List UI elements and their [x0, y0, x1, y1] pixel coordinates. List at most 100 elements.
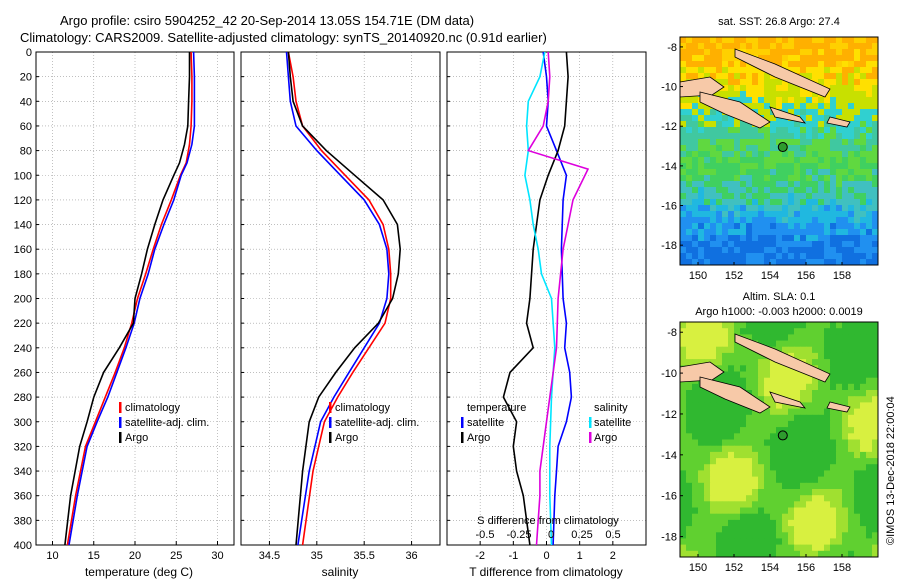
heatmap-cell: [872, 67, 879, 74]
heatmap-cell: [764, 43, 771, 50]
heatmap-cell: [710, 464, 717, 471]
heatmap-cell: [770, 544, 777, 552]
heatmap-cell: [680, 408, 687, 416]
heatmap-cell: [746, 550, 753, 558]
heatmap-cell: [752, 334, 759, 341]
heatmap-cell: [776, 49, 783, 56]
heatmap-cell: [686, 67, 693, 74]
heatmap-cell: [806, 121, 813, 128]
heatmap-cell: [848, 464, 855, 471]
heatmap-cell: [716, 205, 723, 212]
heatmap-cell: [812, 396, 819, 403]
heatmap-cell: [734, 470, 741, 477]
heatmap-cell: [758, 145, 765, 152]
heatmap-cell: [698, 346, 705, 354]
heatmap-cell: [860, 340, 867, 348]
heatmap-cell: [812, 420, 819, 428]
heatmap-cell: [752, 507, 759, 515]
heatmap-cell: [734, 476, 741, 484]
heatmap-cell: [746, 414, 753, 422]
heatmap-cell: [818, 383, 825, 391]
heatmap-cell: [824, 402, 831, 409]
heatmap-cell: [746, 359, 753, 366]
heatmap-cell: [728, 49, 735, 56]
heatmap-cell: [776, 495, 783, 502]
heatmap-cell: [836, 359, 843, 366]
heatmap-cell: [800, 253, 807, 260]
heatmap-cell: [854, 359, 861, 366]
heatmap-cell: [848, 241, 855, 248]
heatmap-cell: [854, 464, 861, 471]
heatmap-cell: [812, 501, 819, 508]
heatmap-cell: [782, 445, 789, 453]
heatmap-cell: [872, 169, 879, 176]
heatmap-cell: [842, 346, 849, 354]
heatmap-cell: [788, 328, 795, 335]
heatmap-cell: [746, 229, 753, 236]
heatmap-cell: [698, 451, 705, 459]
heatmap-cell: [794, 205, 801, 212]
heatmap-cell: [710, 187, 717, 194]
heatmap-cell: [842, 97, 849, 104]
heatmap-cell: [728, 445, 735, 453]
heatmap-cell: [770, 359, 777, 366]
heatmap-cell: [770, 205, 777, 212]
heatmap-cell: [842, 223, 849, 230]
heatmap-cell: [866, 390, 873, 397]
heatmap-cell: [848, 501, 855, 508]
heatmap-cell: [722, 259, 729, 266]
heatmap-cell: [704, 390, 711, 397]
heatmap-cell: [860, 328, 867, 335]
heatmap-cell: [794, 513, 801, 521]
heatmap-cell: [794, 352, 801, 360]
heatmap-cell: [692, 193, 699, 200]
heatmap-cell: [698, 163, 705, 170]
heatmap-cell: [752, 420, 759, 428]
heatmap-cell: [848, 43, 855, 50]
heatmap-cell: [806, 544, 813, 552]
heatmap-cell: [710, 229, 717, 236]
heatmap-cell: [824, 223, 831, 230]
heatmap-cell: [764, 495, 771, 502]
heatmap-cell: [860, 73, 867, 80]
heatmap-cell: [794, 433, 801, 440]
heatmap-cell: [692, 139, 699, 146]
heatmap-cell: [782, 420, 789, 428]
heatmap-cell: [764, 223, 771, 230]
heatmap-cell: [740, 433, 747, 440]
heatmap-cell: [692, 247, 699, 254]
x-tick-label: 35.5: [353, 550, 374, 562]
heatmap-cell: [686, 61, 693, 68]
heatmap-cell: [710, 526, 717, 533]
heatmap-cell: [740, 532, 747, 539]
heatmap-cell: [812, 445, 819, 453]
heatmap-cell: [722, 211, 729, 218]
heatmap-cell: [794, 127, 801, 134]
heatmap-cell: [740, 464, 747, 471]
heatmap-cell: [770, 79, 777, 86]
heatmap-cell: [692, 322, 699, 329]
heatmap-cell: [812, 103, 819, 110]
heatmap-cell: [794, 408, 801, 416]
heatmap-cell: [872, 127, 879, 134]
sla-map-panel: 150 152 154 156 158-8-10-12-14-16-18: [661, 321, 879, 574]
heatmap-cell: [794, 163, 801, 170]
heatmap-cell: [722, 145, 729, 152]
heatmap-cell: [728, 115, 735, 122]
heatmap-cell: [710, 163, 717, 170]
heatmap-cell: [860, 109, 867, 116]
heatmap-cell: [680, 133, 687, 140]
heatmap-cell: [794, 259, 801, 266]
heatmap-cell: [800, 371, 807, 379]
heatmap-cell: [836, 61, 843, 68]
heatmap-cell: [710, 199, 717, 206]
heatmap-cell: [860, 103, 867, 110]
heatmap-cell: [854, 259, 861, 266]
heatmap-cell: [854, 85, 861, 92]
heatmap-cell: [734, 199, 741, 206]
heatmap-cell: [782, 217, 789, 224]
heatmap-cell: [776, 127, 783, 134]
heatmap-cell: [848, 169, 855, 176]
heatmap-cell: [686, 346, 693, 354]
heatmap-cell: [704, 408, 711, 416]
